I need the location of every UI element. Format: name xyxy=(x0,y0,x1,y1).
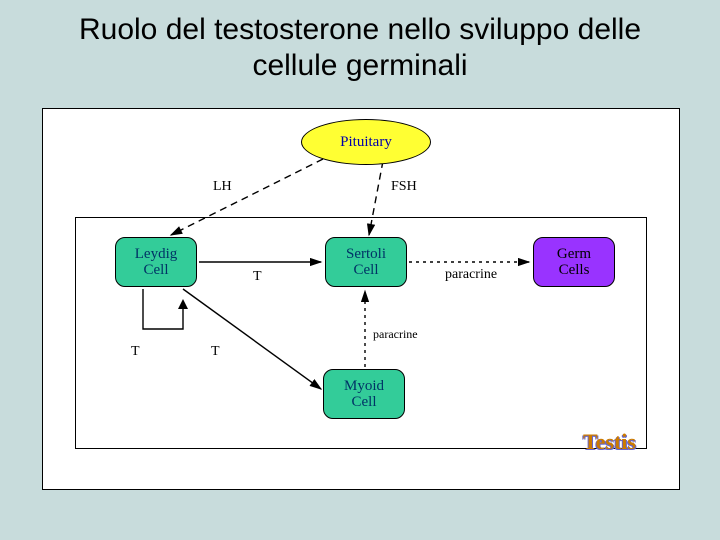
node-leydig-label: Leydig Cell xyxy=(135,246,178,279)
node-sertoli: Sertoli Cell xyxy=(325,237,407,287)
node-leydig: Leydig Cell xyxy=(115,237,197,287)
node-myoid: Myoid Cell xyxy=(323,369,405,419)
node-germ-label: Germ Cells xyxy=(557,246,591,279)
node-myoid-label: Myoid Cell xyxy=(344,378,384,411)
label-lh: LH xyxy=(213,179,232,195)
region-label-testis: Testis xyxy=(583,429,636,455)
page-title: Ruolo del testosterone nello sviluppo de… xyxy=(0,0,720,84)
label-t-mid: T xyxy=(211,344,220,360)
node-pituitary-label: Pituitary xyxy=(340,134,392,151)
label-fsh: FSH xyxy=(391,179,417,195)
node-sertoli-label: Sertoli Cell xyxy=(346,246,386,279)
diagram-canvas: Pituitary Leydig Cell Sertoli Cell Germ … xyxy=(42,108,680,490)
label-t1: T xyxy=(253,269,262,285)
label-t-left: T xyxy=(131,344,140,360)
label-paracrine1: paracrine xyxy=(445,267,497,283)
node-germ: Germ Cells xyxy=(533,237,615,287)
node-pituitary: Pituitary xyxy=(301,119,431,165)
label-paracrine2: paracrine xyxy=(373,327,418,342)
